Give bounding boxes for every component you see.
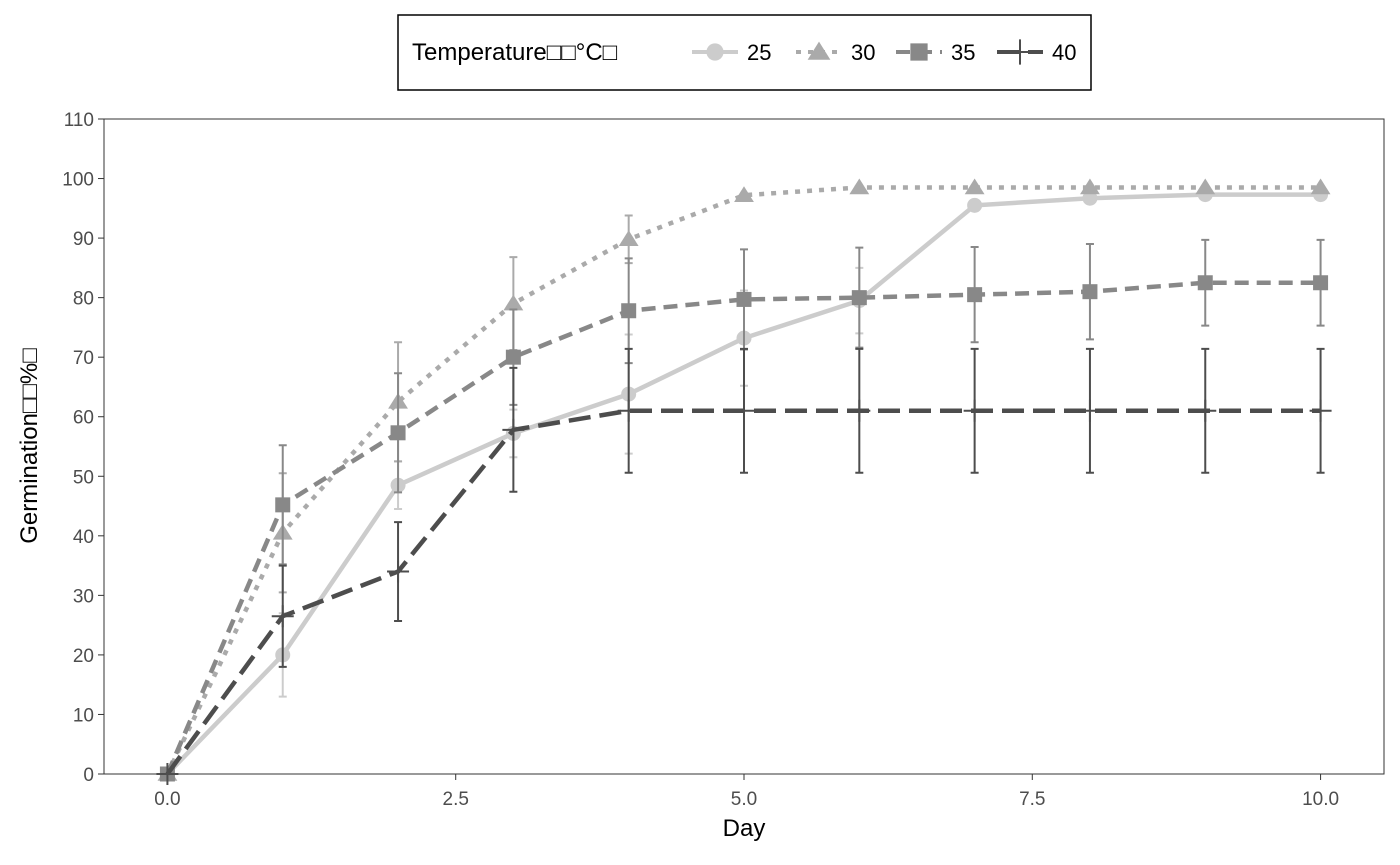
data-point	[502, 418, 525, 441]
data-point	[848, 399, 871, 422]
legend-key-marker	[706, 43, 724, 61]
y-tick-label: 30	[73, 586, 94, 607]
y-axis-title: Germination□□%□	[16, 348, 43, 544]
data-point	[733, 399, 755, 422]
data-point	[1313, 275, 1329, 291]
legend-title: Temperature□□°C□	[412, 39, 618, 66]
data-point	[1194, 399, 1217, 422]
x-axis-title: Day	[723, 815, 766, 842]
data-point	[734, 186, 754, 202]
data-point	[1080, 178, 1100, 195]
series-40	[156, 347, 1332, 785]
y-tick-label: 110	[64, 110, 94, 131]
data-point	[964, 178, 985, 195]
x-axis: 0.0 2.5 5.0 7.5 10.0	[154, 774, 1339, 810]
y-tick-label: 50	[73, 467, 94, 488]
data-point	[617, 399, 640, 422]
legend-items: 25 30 35 40	[692, 39, 1076, 65]
plot-area: 0 10 20 30 40 50 60 70 80 90 100 110 0.0 2.5 5.0 7.5 10…	[62, 110, 1385, 810]
data-point	[390, 425, 406, 441]
data-point	[849, 178, 870, 195]
y-axis: 0 10 20 30 40 50 60 70 80 90 100 110	[62, 110, 104, 786]
legend-label: 30	[851, 40, 875, 65]
data-point	[963, 399, 986, 422]
data-point	[1310, 178, 1331, 195]
x-tick-label: 2.5	[443, 789, 469, 810]
series-layer	[156, 178, 1332, 785]
y-tick-label: 80	[73, 289, 94, 310]
data-point	[156, 763, 179, 785]
legend-label: 25	[747, 40, 771, 65]
data-point	[736, 291, 752, 307]
legend-item-30: 30	[796, 40, 875, 65]
x-tick-label: 7.5	[1019, 789, 1045, 810]
y-tick-label: 0	[83, 765, 94, 786]
legend-label: 40	[1052, 40, 1076, 65]
y-tick-label: 70	[73, 348, 94, 369]
data-point	[505, 349, 521, 365]
data-point	[1082, 190, 1098, 206]
data-point	[387, 560, 410, 583]
y-tick-label: 20	[73, 646, 94, 667]
data-point	[1197, 275, 1213, 291]
legend-key-marker	[807, 41, 831, 60]
y-tick-label: 40	[73, 527, 94, 548]
data-point	[275, 497, 291, 513]
legend-box	[397, 14, 1092, 91]
data-point	[967, 287, 983, 303]
legend-item-25: 25	[692, 40, 771, 65]
data-point	[967, 197, 983, 213]
series-35	[159, 238, 1329, 782]
data-point	[1195, 178, 1216, 195]
x-tick-label: 5.0	[731, 789, 757, 810]
y-tick-label: 10	[73, 705, 94, 726]
data-point	[503, 294, 524, 311]
data-point	[271, 605, 294, 628]
y-tick-label: 60	[73, 408, 94, 429]
legend-key-marker	[1007, 39, 1033, 65]
legend-item-35: 35	[896, 40, 975, 65]
data-point	[618, 230, 639, 247]
legend-label: 35	[951, 40, 975, 65]
y-tick-label: 100	[62, 170, 94, 191]
x-tick-label: 0.0	[154, 789, 180, 810]
data-point	[621, 303, 637, 319]
legend: Temperature□□°C□ 25 30 35 40	[397, 14, 1092, 91]
data-point	[1078, 399, 1101, 422]
data-point	[851, 290, 867, 306]
legend-key-marker	[910, 43, 928, 61]
series-line-35	[165, 280, 1321, 775]
data-point	[1309, 399, 1332, 422]
data-point	[1082, 284, 1098, 300]
legend-item-40: 40	[997, 39, 1076, 65]
x-tick-label: 10.0	[1302, 789, 1339, 810]
y-tick-label: 90	[73, 229, 94, 250]
